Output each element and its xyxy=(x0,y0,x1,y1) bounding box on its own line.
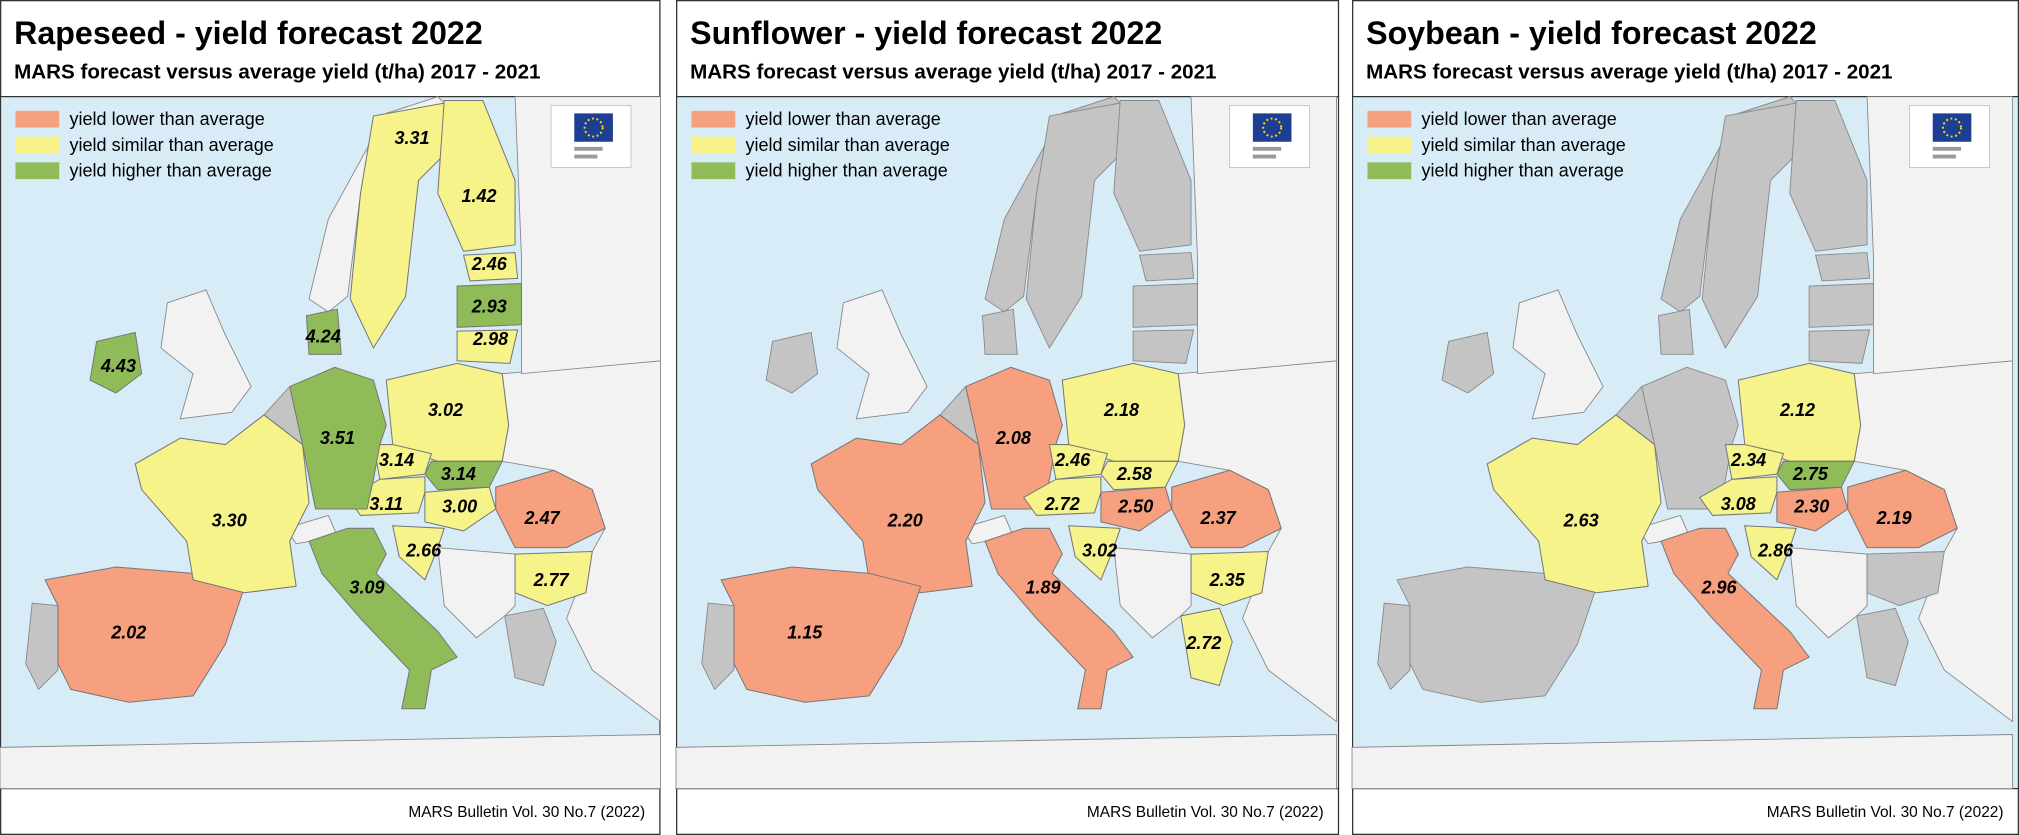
legend-swatch xyxy=(691,137,735,154)
panel-subtitle: MARS forecast versus average yield (t/ha… xyxy=(14,61,540,84)
legend-swatch xyxy=(1367,162,1411,179)
value-label: 1.89 xyxy=(1025,578,1060,598)
logo-text xyxy=(1933,147,1961,151)
value-label: 2.20 xyxy=(887,511,923,531)
value-label: 3.31 xyxy=(395,128,430,148)
legend-text: yield similar than average xyxy=(70,135,274,155)
page: {"panels": [ {"title": "Rapeseed - yield… xyxy=(0,0,2019,835)
country-region xyxy=(1809,283,1873,327)
logo-text xyxy=(1933,155,1956,159)
value-label: 2.37 xyxy=(1200,508,1237,528)
value-label: 2.46 xyxy=(471,254,508,274)
value-label: 2.08 xyxy=(995,428,1031,448)
value-label: 3.51 xyxy=(320,428,355,448)
map-panel: 2.02 2.47 3.31 1.42 2.46 2.98 3.02 3.30 3.14 3.11… xyxy=(0,1,661,835)
value-label: 2.02 xyxy=(110,623,146,643)
value-label: 2.18 xyxy=(1103,400,1139,420)
legend-swatch xyxy=(1367,137,1411,154)
logo-text xyxy=(1253,147,1281,151)
legend-text: yield similar than average xyxy=(1422,135,1626,155)
legend-text: yield higher than average xyxy=(1422,161,1624,181)
value-label: 3.00 xyxy=(442,496,477,516)
panel-title: Sunflower - yield forecast 2022 xyxy=(690,15,1162,51)
value-label: 2.66 xyxy=(405,540,442,560)
value-label: 3.08 xyxy=(1721,494,1756,514)
country-region xyxy=(1816,253,1870,281)
panel-subtitle: MARS forecast versus average yield (t/ha… xyxy=(690,61,1216,84)
legend-swatch xyxy=(15,162,59,179)
value-label: 2.96 xyxy=(1700,578,1737,598)
legend-text: yield lower than average xyxy=(746,109,941,129)
logo-text xyxy=(1253,155,1276,159)
country-region xyxy=(1809,330,1870,364)
legend-text: yield similar than average xyxy=(746,135,950,155)
value-label: 2.63 xyxy=(1563,511,1599,531)
value-label: 3.11 xyxy=(369,494,403,514)
legend-swatch xyxy=(691,111,735,128)
value-label: 2.58 xyxy=(1116,464,1152,484)
value-label: 2.93 xyxy=(471,297,507,317)
value-label: 2.98 xyxy=(472,329,508,349)
value-label: 2.50 xyxy=(1117,496,1153,516)
legend-text: yield lower than average xyxy=(70,109,265,129)
legend-swatch xyxy=(1367,111,1411,128)
country-region xyxy=(1140,253,1194,281)
value-label: 3.14 xyxy=(441,464,476,484)
map-figure: 2.02 2.47 3.31 1.42 2.46 2.98 3.02 3.30 3.14 3.11… xyxy=(0,0,2019,835)
map-panel: 2.08 2.20 1.15 1.89 2.50 2.37 2.18 2.46 2.58 2.72… xyxy=(676,1,1339,835)
legend-text: yield lower than average xyxy=(1422,109,1617,129)
value-label: 2.72 xyxy=(1044,494,1080,514)
value-label: 1.42 xyxy=(461,186,496,206)
panel-title: Rapeseed - yield forecast 2022 xyxy=(14,15,483,51)
value-label: 2.86 xyxy=(1757,540,1794,560)
value-label: 1.15 xyxy=(787,623,823,643)
source-note: MARS Bulletin Vol. 30 No.7 (2022) xyxy=(1087,804,1324,821)
country-region xyxy=(1133,283,1197,327)
country-region xyxy=(1133,330,1194,364)
value-label: 2.47 xyxy=(524,508,561,528)
panel-title: Soybean - yield forecast 2022 xyxy=(1366,15,1817,51)
legend-text: yield higher than average xyxy=(70,161,272,181)
source-note: MARS Bulletin Vol. 30 No.7 (2022) xyxy=(1767,804,2004,821)
panel-subtitle: MARS forecast versus average yield (t/ha… xyxy=(1366,61,1892,84)
value-label: 3.30 xyxy=(212,511,247,531)
value-label: 4.43 xyxy=(100,356,136,376)
value-label: 3.14 xyxy=(379,450,414,470)
value-label: 2.19 xyxy=(1876,508,1912,528)
value-label: 2.72 xyxy=(1185,633,1221,653)
value-label: 2.46 xyxy=(1054,450,1091,470)
value-label: 2.12 xyxy=(1779,400,1815,420)
value-label: 2.77 xyxy=(533,570,570,590)
value-label: 2.35 xyxy=(1209,570,1246,590)
logo-text xyxy=(574,147,602,151)
map-panel: 2.96 2.30 2.19 2.12 2.34 3.08 2.63 2.86 2.75 yiel… xyxy=(1352,1,2019,835)
legend-swatch xyxy=(691,162,735,179)
value-label: 3.02 xyxy=(428,400,463,420)
value-label: 4.24 xyxy=(305,326,341,346)
value-label: 2.75 xyxy=(1792,464,1829,484)
value-label: 2.30 xyxy=(1793,496,1829,516)
value-label: 3.09 xyxy=(349,578,384,598)
legend-swatch xyxy=(15,137,59,154)
logo-text xyxy=(574,155,597,159)
value-label: 3.02 xyxy=(1082,540,1117,560)
legend-swatch xyxy=(15,111,59,128)
country-region xyxy=(1658,309,1693,354)
country-region xyxy=(982,309,1017,354)
source-note: MARS Bulletin Vol. 30 No.7 (2022) xyxy=(408,804,645,821)
value-label: 2.34 xyxy=(1730,450,1766,470)
legend-text: yield higher than average xyxy=(746,161,948,181)
